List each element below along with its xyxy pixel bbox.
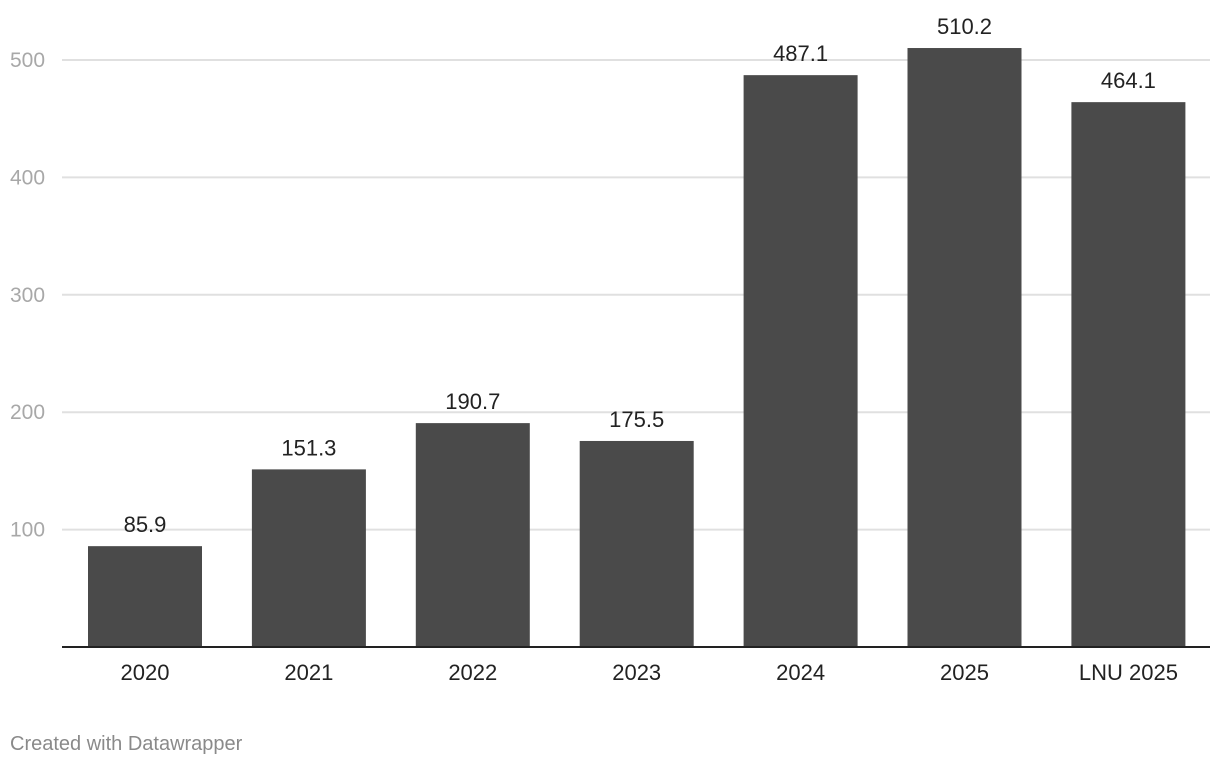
data-label: 151.3	[281, 435, 336, 460]
y-tick-label: 300	[10, 284, 45, 307]
data-label: 85.9	[124, 512, 167, 537]
bar	[251, 469, 366, 647]
bar	[743, 75, 858, 648]
x-tick-label: 2021	[284, 660, 333, 685]
x-tick-label: 2023	[612, 660, 661, 685]
bars	[88, 48, 1186, 648]
data-label: 190.7	[445, 389, 500, 414]
x-axis-tick-labels: 2020 2021 2022 2023 2024 2025 LNU 2025	[121, 660, 1178, 685]
x-tick-label: LNU 2025	[1079, 660, 1178, 685]
y-tick-label: 200	[10, 401, 45, 424]
data-labels: 85.9 151.3 190.7 175.5 487.1 510.2 464.1	[124, 14, 1156, 537]
y-axis-tick-labels: 100 200 300 400 500	[10, 49, 45, 542]
data-label: 464.1	[1101, 68, 1156, 93]
bar	[907, 48, 1022, 647]
bar	[88, 546, 202, 647]
y-tick-label: 500	[10, 49, 45, 72]
x-tick-label: 2025	[940, 660, 989, 685]
x-tick-label: 2024	[776, 660, 825, 685]
x-tick-label: 2020	[121, 660, 170, 685]
y-tick-label: 100	[10, 519, 45, 542]
bar	[415, 423, 530, 647]
footer-credit: Created with Datawrapper	[10, 733, 243, 755]
data-label: 510.2	[937, 14, 992, 39]
data-label: 175.5	[609, 407, 664, 432]
data-label: 487.1	[773, 41, 828, 66]
x-tick-label: 2022	[448, 660, 497, 685]
bar	[1071, 102, 1186, 647]
y-tick-label: 400	[10, 166, 45, 189]
bar	[579, 440, 694, 647]
